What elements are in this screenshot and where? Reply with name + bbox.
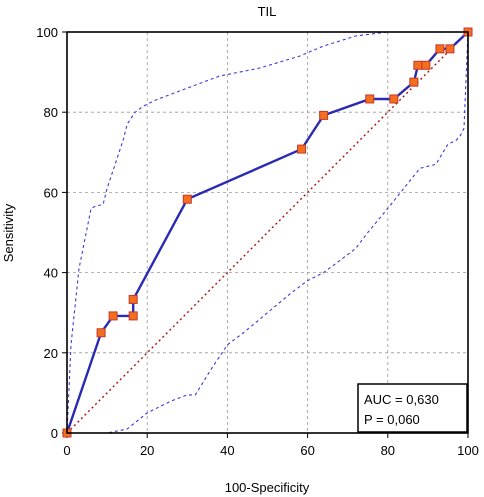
roc-point xyxy=(182,194,192,204)
x-axis-title: 100-Specificity xyxy=(225,480,310,495)
y-axis-ticks: 0 20 40 60 80 100 xyxy=(36,25,67,441)
y-tick-label: 40 xyxy=(44,266,58,281)
roc-point xyxy=(365,94,375,104)
roc-point xyxy=(128,294,138,304)
chart-title: TIL xyxy=(258,4,277,19)
y-tick-label: 60 xyxy=(44,185,58,200)
roc-point xyxy=(319,110,329,120)
roc-point xyxy=(128,311,138,321)
y-tick-label: 0 xyxy=(51,426,58,441)
reference-diagonal xyxy=(66,31,469,434)
y-axis-title: Sensitivity xyxy=(1,203,16,262)
roc-point xyxy=(445,44,455,54)
x-tick-label: 100 xyxy=(457,443,479,458)
x-tick-label: 0 xyxy=(63,443,70,458)
roc-point xyxy=(435,44,445,54)
roc-point xyxy=(389,94,399,104)
roc-point xyxy=(409,77,419,87)
confidence-lower-bound xyxy=(67,31,469,434)
plot-frame xyxy=(66,31,469,434)
x-tick-label: 40 xyxy=(220,443,234,458)
p-value: P = 0,060 xyxy=(364,412,420,427)
roc-points xyxy=(62,27,473,438)
y-tick-label: 80 xyxy=(44,105,58,120)
x-axis-ticks: 0 20 40 60 80 100 xyxy=(63,433,479,458)
roc-point xyxy=(413,60,423,70)
roc-point xyxy=(96,328,106,338)
x-tick-label: 60 xyxy=(300,443,314,458)
auc-legend-box: AUC = 0,630 P = 0,060 xyxy=(357,383,468,433)
roc-point xyxy=(297,144,307,154)
roc-curve xyxy=(65,31,469,434)
y-tick-label: 20 xyxy=(44,346,58,361)
x-tick-label: 20 xyxy=(140,443,154,458)
roc-point xyxy=(421,60,431,70)
x-tick-label: 80 xyxy=(381,443,395,458)
roc-point xyxy=(108,311,118,321)
y-tick-label: 100 xyxy=(36,25,58,40)
auc-value: AUC = 0,630 xyxy=(364,392,439,407)
